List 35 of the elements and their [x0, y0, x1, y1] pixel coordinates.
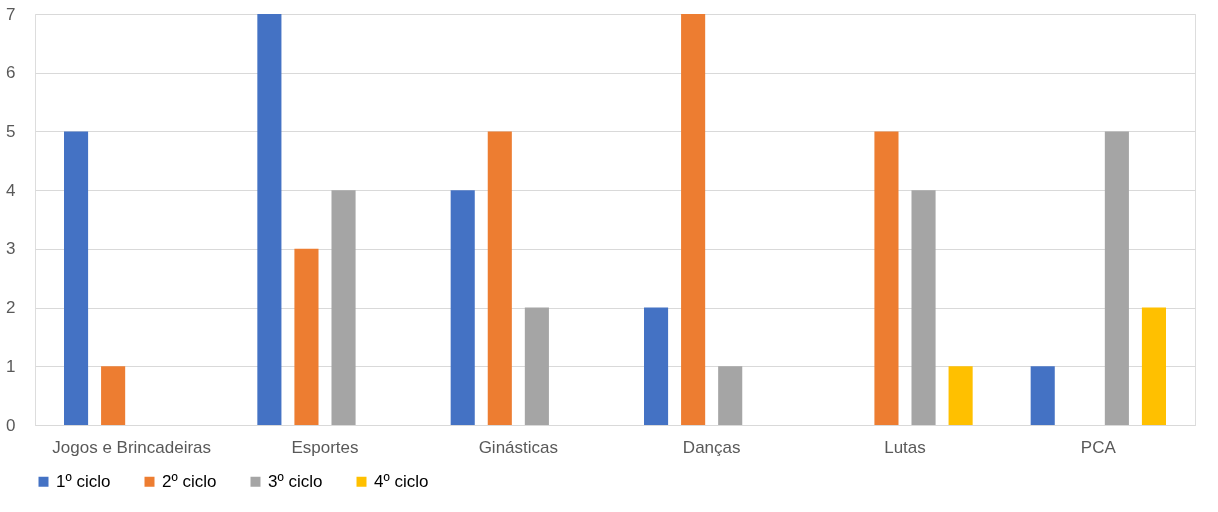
bar [487, 131, 512, 425]
bar [1104, 131, 1129, 425]
bar [257, 14, 282, 425]
y-tick-label: 0 [6, 415, 16, 435]
y-tick-label: 7 [6, 4, 16, 24]
bar [1030, 366, 1055, 425]
bar [331, 190, 356, 425]
bar [718, 366, 743, 425]
y-tick-label: 5 [6, 121, 16, 141]
x-tick-label: Jogos e Brincadeiras [52, 437, 212, 457]
bar [948, 366, 973, 425]
bar [524, 307, 549, 425]
y-tick-label: 3 [6, 239, 16, 259]
y-tick-label: 4 [6, 180, 16, 200]
x-tick-label: Danças [682, 437, 741, 457]
bar [874, 131, 899, 425]
bar [681, 14, 706, 425]
y-tick-label: 2 [6, 298, 16, 318]
bar [450, 190, 475, 425]
x-tick-label: PCA [1080, 437, 1117, 457]
bar [1141, 307, 1166, 425]
bar [294, 248, 319, 425]
bar [644, 307, 669, 425]
legend-label: 4º ciclo [374, 471, 429, 491]
x-tick-label: Lutas [884, 437, 926, 457]
bar [64, 131, 89, 425]
bar [101, 366, 126, 425]
y-tick-label: 6 [6, 63, 16, 83]
legend-label: 3º ciclo [268, 471, 323, 491]
x-tick-label: Ginásticas [478, 437, 559, 457]
bar [911, 190, 936, 425]
x-tick-label: Esportes [291, 437, 359, 457]
y-tick-label: 1 [6, 356, 16, 376]
legend-label: 1º ciclo [56, 471, 111, 491]
legend-label: 2º ciclo [162, 471, 217, 491]
